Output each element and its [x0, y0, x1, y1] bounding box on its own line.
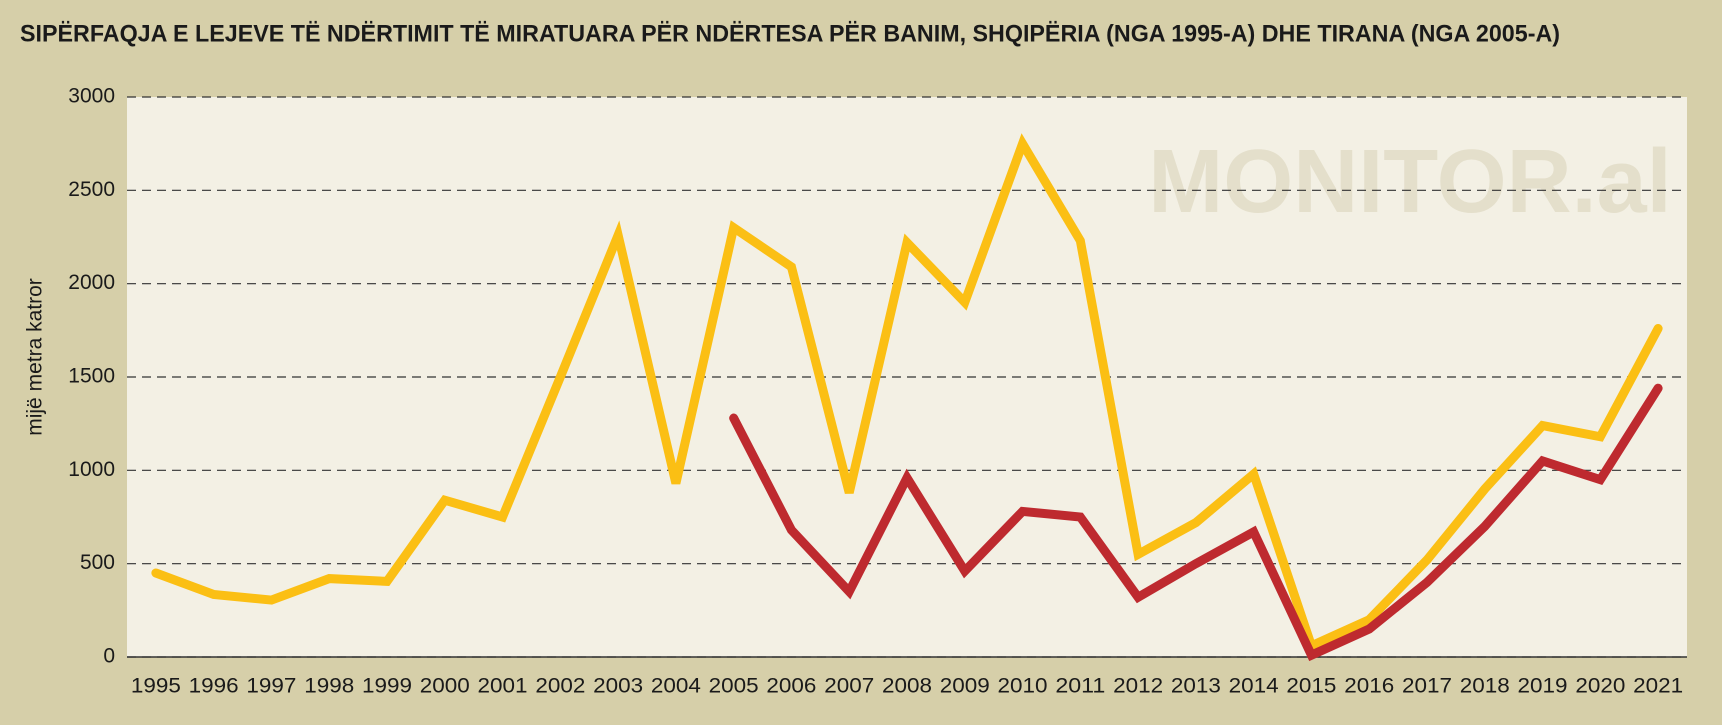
chart-title: SIPËRFAQJA E LEJEVE TË NDËRTIMIT TË MIRA… [20, 20, 1560, 47]
x-tick-label: 2014 [1229, 675, 1279, 698]
y-tick-label: 1000 [68, 458, 115, 481]
watermark: MONITOR.al [1148, 132, 1671, 232]
x-tick-label: 1996 [189, 675, 239, 698]
x-tick-label: 2002 [535, 675, 585, 698]
x-tick-label: 2004 [651, 675, 701, 698]
x-tick-label: 2012 [1113, 675, 1163, 698]
x-tick-label: 2007 [824, 675, 874, 698]
y-tick-label: 0 [103, 645, 115, 668]
x-tick-label: 2009 [940, 675, 990, 698]
x-tick-label: 2021 [1633, 675, 1683, 698]
x-tick-label: 2011 [1055, 675, 1105, 698]
y-axis-label: mijë metra katror [24, 278, 47, 436]
x-tick-label: 2008 [882, 675, 932, 698]
line-series [729, 383, 1663, 662]
y-tick-label: 2500 [68, 178, 115, 201]
x-tick-label: 2010 [998, 675, 1048, 698]
x-tick-label: 2020 [1575, 675, 1625, 698]
x-tick-label: 2006 [766, 675, 816, 698]
x-tick-label: 1995 [131, 675, 181, 698]
x-tick-label: 1997 [246, 675, 296, 698]
line-series [151, 133, 1663, 652]
x-tick-label: 2019 [1518, 675, 1568, 698]
x-tick-label: 1998 [304, 675, 354, 698]
x-tick-label: 2005 [709, 675, 759, 698]
y-tick-label: 500 [80, 551, 115, 574]
x-tick-label: 2016 [1344, 675, 1394, 698]
y-tick-label: 1500 [68, 365, 115, 388]
x-tick-label: 2001 [478, 675, 528, 698]
x-tick-label: 2003 [593, 675, 643, 698]
x-tick-label: 2015 [1286, 675, 1336, 698]
x-tick-label: 1999 [362, 675, 412, 698]
x-tick-label: 2018 [1460, 675, 1510, 698]
x-tick-label: 2017 [1402, 675, 1452, 698]
x-tick-label: 2000 [420, 675, 470, 698]
x-tick-label: 2013 [1171, 675, 1221, 698]
y-tick-label: 3000 [68, 85, 115, 108]
y-tick-label: 2000 [68, 271, 115, 294]
